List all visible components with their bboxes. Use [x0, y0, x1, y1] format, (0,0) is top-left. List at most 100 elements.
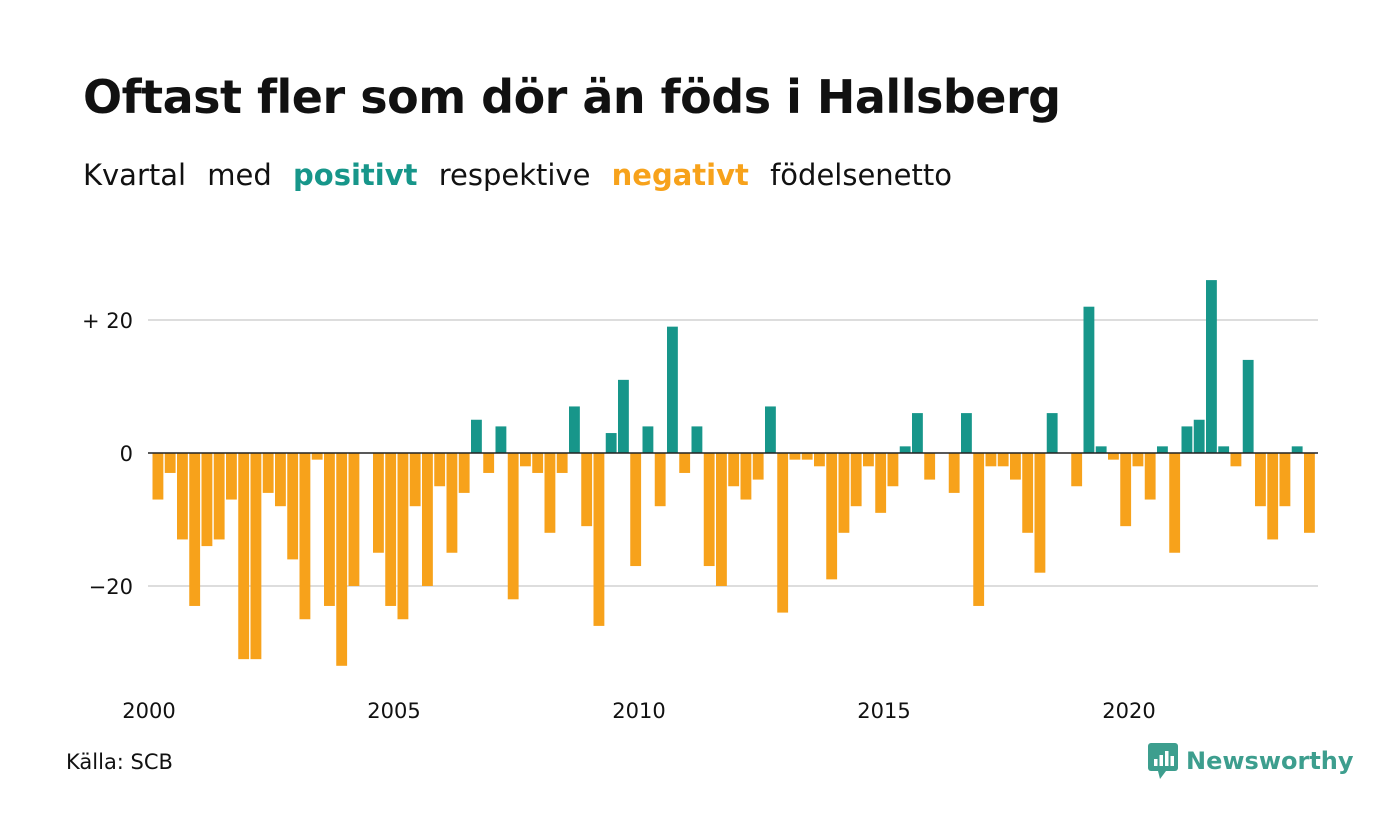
bar [1071, 453, 1083, 487]
subtitle-word-med: med [207, 158, 272, 192]
bar [679, 453, 691, 473]
bar [177, 453, 188, 540]
bar [716, 453, 727, 586]
bar [495, 426, 507, 453]
y-tick-label: −20 [89, 575, 133, 599]
bar [1046, 413, 1058, 453]
bar [1304, 453, 1315, 533]
bar [1279, 453, 1291, 507]
bar [899, 446, 911, 453]
bar [446, 453, 458, 553]
bar [275, 453, 286, 507]
bar [985, 453, 997, 467]
bar [189, 453, 201, 606]
bar [348, 453, 360, 586]
bar [948, 453, 960, 493]
bar [887, 453, 899, 487]
bar [544, 453, 556, 533]
bar [385, 453, 397, 606]
bar [1193, 419, 1205, 453]
bar [520, 453, 531, 467]
y-axis-ticks: + 20 0 −20 [82, 309, 133, 599]
brand-name: Newsworthy [1186, 747, 1354, 775]
subtitle-word-kvartal: Kvartal [83, 158, 187, 192]
bar [1181, 426, 1193, 453]
bar [703, 453, 715, 567]
bar [226, 453, 237, 500]
bar [765, 406, 776, 453]
bar [1095, 446, 1107, 453]
bar [973, 453, 985, 606]
bar [593, 453, 605, 626]
bar [471, 419, 482, 453]
bar [556, 453, 568, 473]
bar [850, 453, 862, 507]
bar [863, 453, 874, 467]
bar [1218, 446, 1230, 453]
x-tick-label: 2015 [857, 699, 910, 723]
bar [336, 453, 348, 666]
bar [1230, 453, 1242, 467]
bar [789, 453, 801, 460]
bar [238, 453, 250, 660]
bar [250, 453, 262, 660]
bar [654, 453, 666, 507]
subtitle-positive-label: positivt [293, 158, 418, 192]
bar [826, 453, 838, 580]
bar [1242, 359, 1254, 453]
bar [152, 453, 164, 500]
bar [434, 453, 446, 487]
subtitle-word-fodelsenetto: födelsenetto [770, 158, 952, 192]
bar [642, 426, 654, 453]
x-tick-label: 2010 [612, 699, 665, 723]
x-tick-label: 2000 [122, 699, 175, 723]
x-tick-label: 2005 [367, 699, 420, 723]
bar [1083, 306, 1095, 453]
bar [1108, 453, 1119, 460]
bar [618, 379, 629, 453]
bar [1034, 453, 1046, 573]
bar [1120, 453, 1132, 527]
bar [912, 413, 923, 453]
bar [262, 453, 274, 493]
bar [458, 453, 470, 493]
bar [838, 453, 850, 533]
bar [164, 453, 176, 473]
y-tick-label: 0 [120, 442, 133, 466]
bar [1291, 446, 1303, 453]
bar [924, 453, 936, 480]
bar [814, 453, 825, 467]
bar [287, 453, 299, 560]
bar [691, 426, 703, 453]
x-tick-label: 2020 [1102, 699, 1155, 723]
x-axis-ticks: 2000 2005 2010 2015 2020 [122, 699, 1155, 723]
bar [507, 453, 519, 600]
chart-subtitle: Kvartal med positivt respektive negativt… [83, 158, 964, 192]
bar [875, 453, 887, 513]
bar [532, 453, 544, 473]
bar [299, 453, 311, 620]
chart-title: Oftast fler som dör än föds i Hallsberg [83, 70, 1061, 124]
bar [961, 413, 972, 453]
bar [397, 453, 409, 620]
bar [801, 453, 813, 460]
subtitle-negative-label: negativt [611, 158, 749, 192]
bar [667, 326, 678, 453]
bar [213, 453, 225, 540]
bar [373, 453, 384, 553]
bar [569, 406, 580, 453]
bar [1010, 453, 1021, 480]
y-tick-label: + 20 [82, 309, 133, 333]
bar [752, 453, 764, 480]
bar [311, 453, 323, 460]
bar [997, 453, 1009, 467]
bar [581, 453, 593, 527]
bar [1206, 280, 1217, 453]
bar [409, 453, 421, 507]
bar [324, 453, 335, 606]
bar [1255, 453, 1266, 507]
bar [201, 453, 213, 547]
newsworthy-logo-icon [1148, 743, 1178, 779]
bar [483, 453, 495, 473]
